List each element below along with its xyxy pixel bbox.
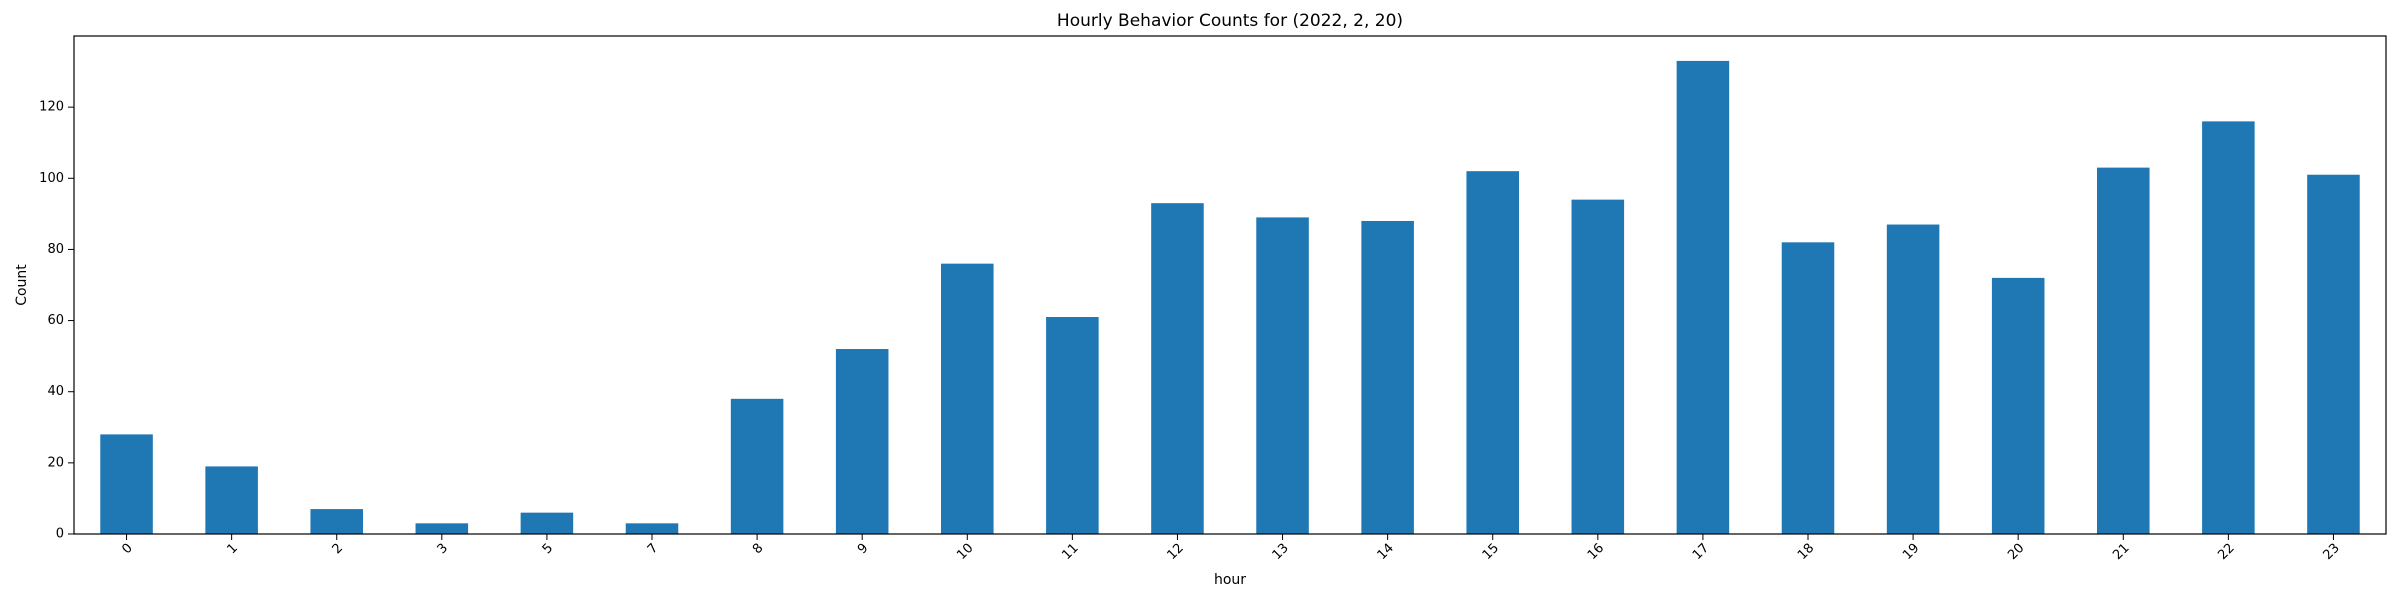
bar-hour-2 bbox=[310, 509, 363, 534]
x-tick-label: 5 bbox=[540, 541, 556, 557]
bar-hour-13 bbox=[1256, 217, 1309, 534]
y-tick-label: 60 bbox=[47, 313, 64, 328]
bar-hour-20 bbox=[1991, 277, 2045, 534]
x-axis-label: hour bbox=[1214, 572, 1246, 588]
x-tick-label: 10 bbox=[954, 541, 976, 563]
bar-hour-19 bbox=[1886, 224, 1940, 534]
x-tick-label: 20 bbox=[2005, 541, 2027, 563]
bar-hour-12 bbox=[1151, 203, 1204, 534]
bar-hour-18 bbox=[1781, 242, 1835, 535]
bar-hour-17 bbox=[1676, 60, 1730, 535]
bar-hour-8 bbox=[730, 398, 784, 534]
x-tick-label: 9 bbox=[855, 541, 871, 557]
bar-hour-23 bbox=[2307, 174, 2360, 534]
y-tick-label: 40 bbox=[47, 384, 64, 399]
x-axis: 0 1 2 3 5 7 8 9 10 11 12 13 14 15 16 17 18 19 20 21 22 23 bbox=[119, 534, 2343, 563]
x-tick-label: 22 bbox=[2215, 541, 2237, 563]
bar-hour-0 bbox=[100, 434, 153, 534]
x-tick-label: 1 bbox=[224, 541, 240, 557]
y-axis-label: Count bbox=[14, 264, 30, 306]
bar-hour-3 bbox=[415, 523, 469, 534]
x-tick-label: 16 bbox=[1585, 541, 1607, 563]
bar-hour-22 bbox=[2202, 121, 2255, 534]
x-tick-label: 21 bbox=[2110, 541, 2132, 563]
bar-hour-9 bbox=[835, 349, 889, 534]
y-tick-label: 20 bbox=[47, 455, 64, 470]
bar-hour-7 bbox=[625, 523, 679, 534]
x-tick-label: 12 bbox=[1164, 541, 1186, 563]
y-tick-label: 120 bbox=[39, 100, 64, 115]
plot-frame bbox=[73, 35, 2387, 535]
x-tick-label: 2 bbox=[330, 541, 346, 557]
x-tick-label: 0 bbox=[119, 541, 135, 557]
x-tick-label: 7 bbox=[645, 541, 661, 557]
y-axis: 0 20 40 60 80 100 120 bbox=[39, 100, 74, 542]
bar-hour-5 bbox=[520, 512, 574, 534]
x-tick-label: 17 bbox=[1690, 541, 1712, 563]
x-tick-label: 11 bbox=[1059, 541, 1081, 563]
x-tick-label: 23 bbox=[2320, 541, 2342, 563]
y-tick-label: 100 bbox=[39, 171, 64, 186]
bar-hour-11 bbox=[1046, 317, 1099, 534]
x-tick-label: 8 bbox=[750, 541, 766, 557]
x-tick-label: 18 bbox=[1795, 541, 1817, 563]
bar-hour-21 bbox=[2097, 167, 2150, 534]
bar-hour-16 bbox=[1571, 199, 1625, 534]
y-tick-label: 0 bbox=[56, 527, 64, 542]
bar-hour-1 bbox=[205, 466, 258, 534]
bar-hour-10 bbox=[941, 263, 994, 534]
x-tick-label: 13 bbox=[1270, 541, 1292, 563]
bar-hour-15 bbox=[1466, 171, 1519, 534]
bars-layer bbox=[100, 60, 2360, 535]
x-tick-label: 14 bbox=[1375, 541, 1397, 563]
bar-hour-14 bbox=[1361, 220, 1414, 534]
x-tick-label: 19 bbox=[1900, 541, 1922, 563]
y-tick-label: 80 bbox=[47, 242, 64, 257]
x-tick-label: 15 bbox=[1480, 541, 1502, 563]
chart-title: Hourly Behavior Counts for (2022, 2, 20) bbox=[1057, 11, 1403, 31]
x-tick-label: 3 bbox=[435, 541, 451, 557]
